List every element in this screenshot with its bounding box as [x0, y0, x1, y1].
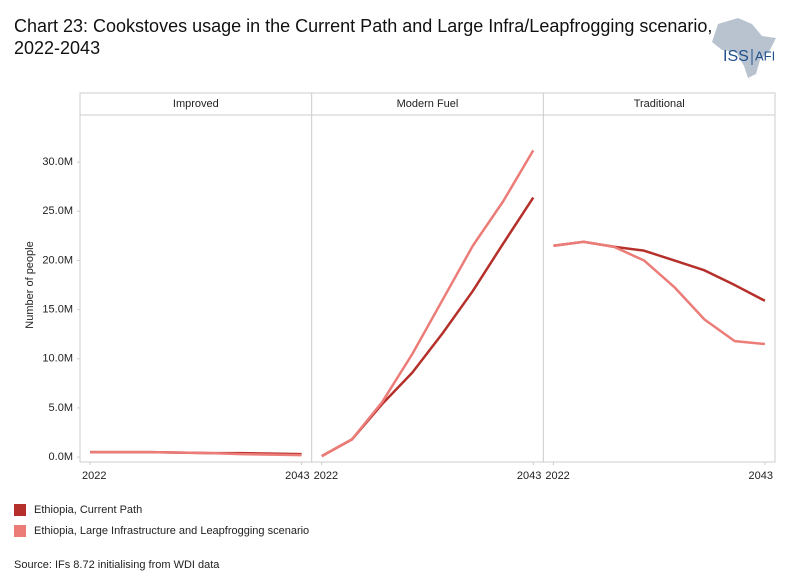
y-tick-label: 0.0M	[49, 451, 73, 463]
legend-label: Ethiopia, Current Path	[34, 504, 142, 516]
series-line	[321, 149, 535, 458]
plot-frame	[79, 92, 776, 463]
legend-swatch	[14, 504, 26, 516]
y-tick-label: 15.0M	[42, 304, 73, 316]
logo-map	[712, 18, 776, 78]
facet-label: Improved	[173, 98, 219, 110]
facet-label: Traditional	[634, 98, 685, 110]
y-tick-label: 10.0M	[42, 353, 73, 365]
series-line	[553, 240, 766, 346]
chart-title: Chart 23: Cookstoves usage in the Curren…	[14, 16, 712, 58]
facet-label: Modern Fuel	[397, 98, 459, 110]
legend-swatch	[14, 525, 26, 537]
logo-text: ISS	[723, 48, 749, 65]
x-tick-label: 2022	[545, 470, 569, 482]
x-tick-label: 2043	[517, 470, 541, 482]
y-tick-label: 5.0M	[49, 402, 73, 414]
y-axis-label: Number of people	[24, 241, 36, 328]
x-tick-label: 2043	[749, 470, 773, 482]
y-tick-label: 20.0M	[42, 254, 73, 266]
legend-label: Ethiopia, Large Infrastructure and Leapf…	[34, 525, 309, 537]
series-line	[90, 450, 302, 457]
source: Source: IFs 8.72 initialising from WDI d…	[14, 559, 220, 571]
x-tick-label: 2022	[82, 470, 106, 482]
logo-text: AFI	[755, 48, 775, 63]
x-tick-label: 2022	[314, 470, 338, 482]
series-line	[553, 240, 766, 302]
y-tick-label: 25.0M	[42, 205, 73, 217]
x-tick-label: 2043	[285, 470, 309, 482]
y-tick-label: 30.0M	[42, 156, 73, 168]
